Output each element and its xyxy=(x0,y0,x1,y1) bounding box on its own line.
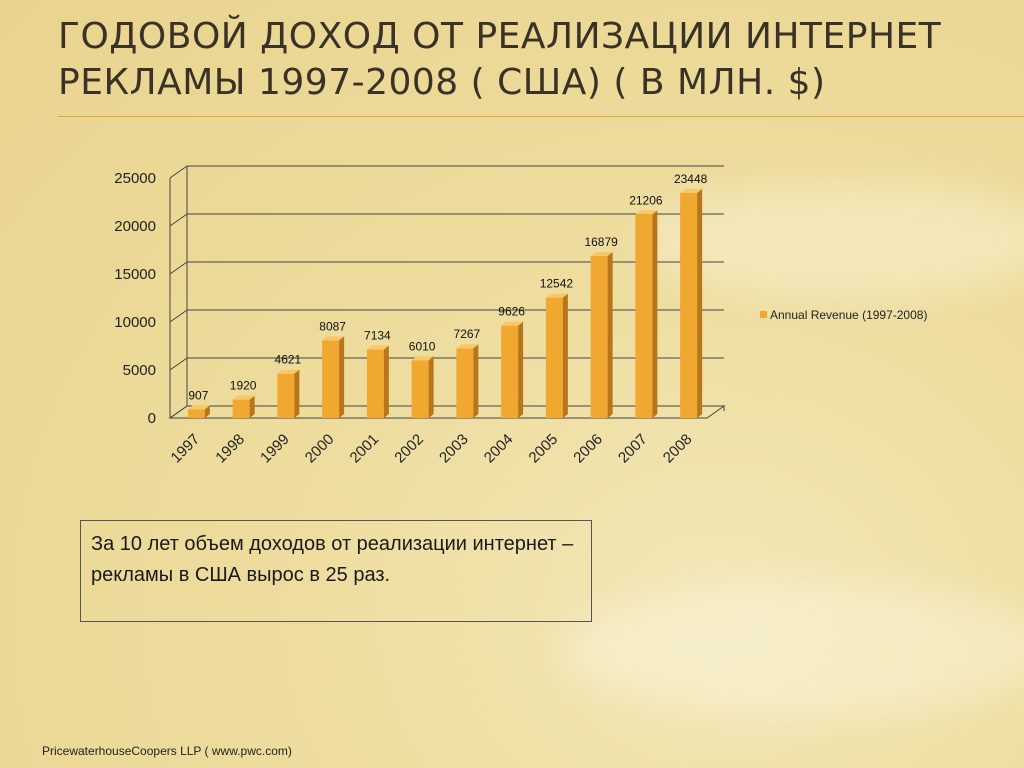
bar-side xyxy=(562,293,568,418)
title-underline xyxy=(58,116,1024,117)
x-tick-label: 2004 xyxy=(481,431,517,467)
bar-side xyxy=(428,356,434,418)
x-tick-label: 2002 xyxy=(391,431,427,467)
bar xyxy=(545,297,563,418)
bar-side xyxy=(294,369,300,418)
data-label: 9626 xyxy=(498,305,525,319)
data-label: 23448 xyxy=(674,172,708,186)
legend-label: Annual Revenue (1997-2008) xyxy=(770,308,927,322)
x-tick-label: 1997 xyxy=(168,431,204,467)
bar-side xyxy=(204,405,210,418)
bar-side xyxy=(607,251,613,418)
x-tick-label: 2005 xyxy=(526,431,562,467)
gridline-depth-edge xyxy=(169,309,188,323)
bar xyxy=(366,349,384,418)
source-footer: PricewaterhouseCoopers LLP ( www.pwc.com… xyxy=(42,744,292,758)
bar-side xyxy=(339,336,345,418)
bar-side xyxy=(652,210,658,418)
slide-title-line-1: Годовой доход от реализации интернет xyxy=(58,16,942,57)
bar xyxy=(411,360,429,418)
x-tick-label: 2003 xyxy=(436,431,472,467)
bar-top xyxy=(366,345,389,350)
bar-side xyxy=(249,395,255,418)
data-label: 8087 xyxy=(319,319,346,333)
data-label: 907 xyxy=(188,388,208,402)
bar-top xyxy=(277,369,300,374)
bar xyxy=(187,409,205,418)
bar-top xyxy=(501,321,524,326)
bar xyxy=(277,373,295,418)
bar xyxy=(456,348,474,418)
bar-side xyxy=(473,344,479,418)
bar-top xyxy=(456,344,479,349)
y-tick-label: 20000 xyxy=(114,218,156,235)
bar xyxy=(322,340,340,418)
bar xyxy=(232,399,250,418)
bar-side xyxy=(383,345,389,418)
y-tick-label: 15000 xyxy=(114,266,156,283)
bar-top xyxy=(322,336,345,341)
data-label: 7267 xyxy=(454,327,481,341)
gridline-depth-edge xyxy=(169,261,188,275)
y-tick-label: 5000 xyxy=(123,362,156,379)
legend-swatch xyxy=(760,311,767,318)
bar-side xyxy=(697,188,703,418)
bar xyxy=(680,192,698,418)
x-tick-label: 2000 xyxy=(302,431,338,467)
x-tick-label: 2006 xyxy=(570,431,606,467)
bar xyxy=(501,325,519,418)
bar-top xyxy=(635,210,658,215)
x-tick-label: 2001 xyxy=(347,431,383,467)
bar-top xyxy=(411,356,434,361)
y-tick-label: 25000 xyxy=(114,170,156,187)
y-tick-label: 0 xyxy=(148,410,156,427)
bar-top xyxy=(590,251,613,256)
bar-side xyxy=(518,321,524,418)
slide-title-line-2: рекламы 1997-2008 ( США) ( в млн. $) xyxy=(58,62,826,103)
bar-top xyxy=(680,188,703,193)
gridline-depth-edge xyxy=(169,357,188,371)
x-tick-label: 2007 xyxy=(615,431,651,467)
data-label: 16879 xyxy=(584,235,618,249)
gridline-depth-edge xyxy=(169,165,188,179)
gridline-depth-edge xyxy=(169,213,188,227)
background-streak xyxy=(640,180,1024,300)
data-label: 7134 xyxy=(364,329,391,343)
bar xyxy=(635,214,653,418)
data-label: 4621 xyxy=(275,353,302,367)
summary-note-box: За 10 лет объем доходов от реализации ин… xyxy=(80,520,592,622)
data-label: 12542 xyxy=(540,277,574,291)
bar-top xyxy=(187,405,210,410)
summary-note-text: За 10 лет объем доходов от реализации ин… xyxy=(91,533,574,586)
y-tick-label: 10000 xyxy=(114,314,156,331)
data-label: 6010 xyxy=(409,339,436,353)
x-tick-label: 2008 xyxy=(660,431,696,467)
slide-title: Годовой доход от реализации интернет рек… xyxy=(58,14,978,106)
bar-top xyxy=(545,293,568,298)
bar-top xyxy=(232,395,255,400)
background-streak xyxy=(560,580,1024,720)
x-tick-label: 1999 xyxy=(257,431,293,467)
x-tick-label: 1998 xyxy=(212,431,248,467)
data-label: 1920 xyxy=(230,379,257,393)
data-label: 21206 xyxy=(629,193,663,207)
bar xyxy=(590,255,608,418)
